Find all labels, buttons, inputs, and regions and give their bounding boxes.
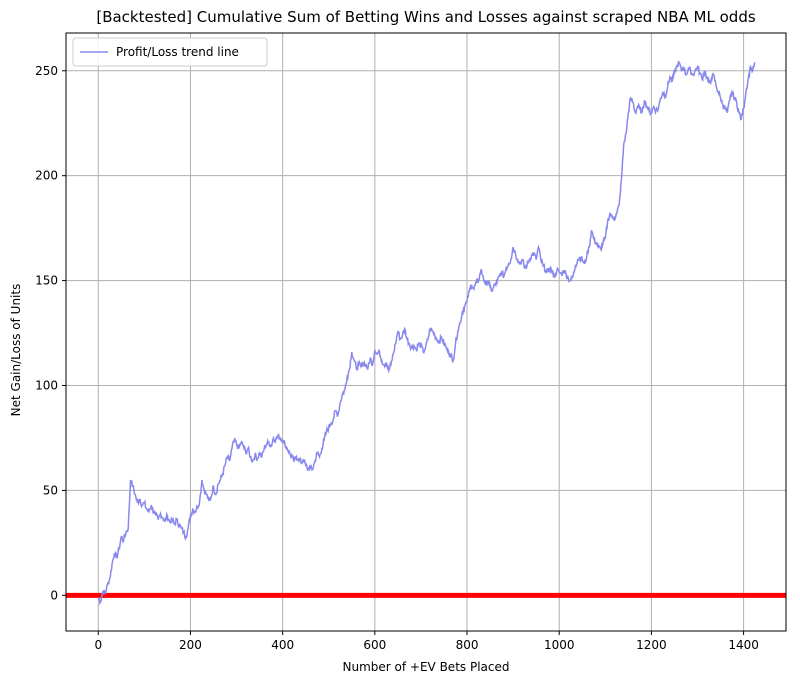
legend-entry-label: Profit/Loss trend line [116,45,239,59]
y-tick-label: 100 [35,379,58,393]
x-tick-label: 1200 [636,638,667,652]
x-tick-label: 400 [271,638,294,652]
legend-box [72,37,268,67]
y-tick-label: 0 [50,588,58,602]
x-tick-label: 200 [179,638,202,652]
plot-area-frame [65,32,787,632]
x-tick-label: 0 [94,638,102,652]
y-axis-ticks: 0 50 100 150 200 250 [35,64,66,602]
y-tick-label: 150 [35,274,58,288]
x-tick-label: 600 [363,638,386,652]
legend: Profit/Loss trend line [72,37,268,67]
chart-title: [Backtested] Cumulative Sum of Betting W… [96,8,755,26]
grid [66,33,786,631]
x-tick-label: 1000 [544,638,575,652]
x-tick-label: 1400 [728,638,759,652]
profit-loss-trend-line [97,60,756,606]
x-axis-ticks: 0 200 400 600 800 1000 1200 1400 [94,631,759,652]
x-axis-label: Number of +EV Bets Placed [343,660,510,674]
x-tick-label: 800 [456,638,479,652]
y-axis-label: Net Gain/Loss of Units [9,284,23,417]
y-tick-label: 200 [35,169,58,183]
y-tick-label: 50 [43,483,58,497]
y-tick-label: 250 [35,64,58,78]
